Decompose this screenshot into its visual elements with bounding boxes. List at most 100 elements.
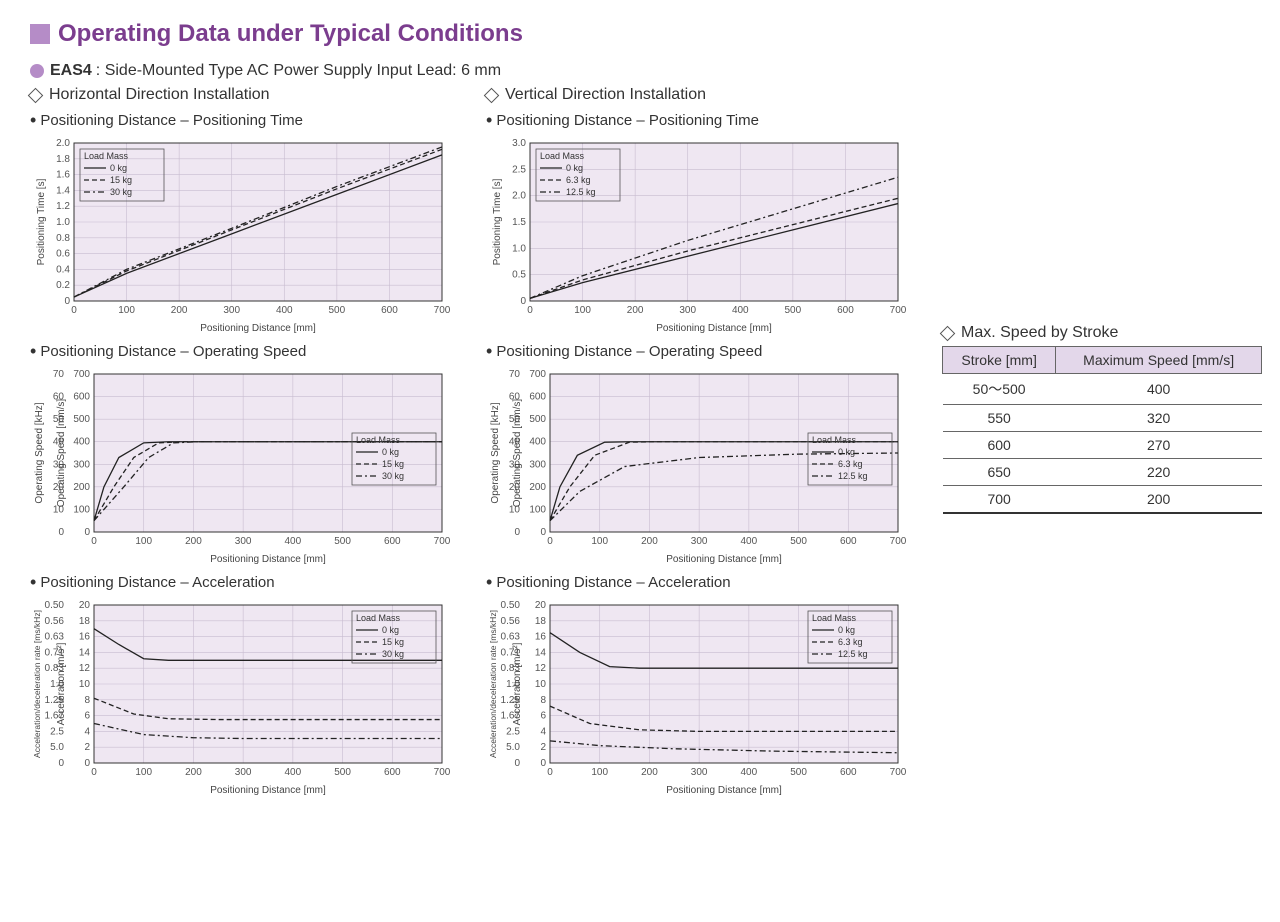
svg-text:Operating Speed [mm/s]: Operating Speed [mm/s] [512,399,523,508]
svg-text:1.2: 1.2 [56,201,70,212]
svg-text:0: 0 [514,758,520,769]
svg-text:700: 700 [890,536,906,547]
chart-title-h-time: Positioning Distance – Positioning Time [30,110,450,131]
svg-text:6: 6 [84,711,90,722]
svg-text:600: 600 [384,536,401,547]
svg-text:Load Mass: Load Mass [812,613,857,623]
svg-text:0: 0 [547,536,553,547]
table-row: 50～500400 [943,374,1262,405]
chart-title-v-time: Positioning Distance – Positioning Time [486,110,906,131]
table-row: 650220 [943,459,1262,486]
svg-text:4: 4 [84,726,90,737]
svg-text:Acceleration/deceleration rate: Acceleration/deceleration rate [ms/kHz] [488,610,498,758]
svg-text:200: 200 [529,482,546,493]
svg-text:30 kg: 30 kg [110,187,132,197]
svg-text:400: 400 [276,305,293,316]
svg-text:Positioning Distance [mm]: Positioning Distance [mm] [666,554,782,565]
svg-text:200: 200 [171,305,188,316]
svg-text:12: 12 [535,663,547,674]
svg-text:700: 700 [434,536,450,547]
svg-text:600: 600 [384,767,401,778]
svg-text:16: 16 [79,632,91,643]
svg-text:Operating Speed [mm/s]: Operating Speed [mm/s] [56,399,67,508]
svg-text:0: 0 [71,305,77,316]
svg-text:0: 0 [84,527,90,538]
svg-text:600: 600 [529,392,546,403]
svg-text:6: 6 [540,711,546,722]
svg-text:Acceleration/deceleration rate: Acceleration/deceleration rate [ms/kHz] [32,610,42,758]
svg-text:Operating Speed [kHz]: Operating Speed [kHz] [490,402,501,503]
svg-text:Positioning Time [s]: Positioning Time [s] [492,178,503,265]
svg-text:0.63: 0.63 [501,632,521,643]
svg-text:500: 500 [790,767,807,778]
svg-text:100: 100 [574,305,591,316]
svg-text:14: 14 [79,647,91,658]
svg-text:200: 200 [641,536,658,547]
svg-text:2.5: 2.5 [512,164,526,175]
product-dot-marker [30,64,44,78]
svg-text:6.3 kg: 6.3 kg [838,637,863,647]
svg-text:0: 0 [527,305,533,316]
svg-text:12: 12 [79,663,91,674]
svg-text:12.5 kg: 12.5 kg [566,187,596,197]
diamond-icon [940,325,956,341]
table-header: Maximum Speed [mm/s] [1056,347,1262,374]
svg-text:Load Mass: Load Mass [540,151,585,161]
svg-text:3.0: 3.0 [512,138,526,149]
table-cell: 320 [1056,405,1262,432]
svg-text:5.0: 5.0 [506,742,520,753]
svg-text:500: 500 [334,767,351,778]
svg-text:0 kg: 0 kg [382,625,399,635]
chart-v-pos-speed: 0100200300400500600700010020030040050060… [486,366,906,566]
diamond-icon [28,87,44,103]
table-cell: 220 [1056,459,1262,486]
svg-text:100: 100 [529,504,546,515]
svg-text:70: 70 [53,369,65,380]
svg-text:15 kg: 15 kg [110,175,132,185]
chart-title-h-accel: Positioning Distance – Acceleration [30,572,450,593]
svg-text:300: 300 [679,305,696,316]
svg-text:2.0: 2.0 [56,138,70,149]
svg-text:14: 14 [535,647,547,658]
svg-text:1.8: 1.8 [56,154,70,165]
svg-text:0.8: 0.8 [56,233,70,244]
svg-text:Load Mass: Load Mass [356,613,401,623]
svg-text:15 kg: 15 kg [382,459,404,469]
svg-text:0 kg: 0 kg [110,163,127,173]
svg-text:400: 400 [285,767,302,778]
svg-text:0.5: 0.5 [512,270,526,281]
svg-text:1.4: 1.4 [56,185,70,196]
svg-text:300: 300 [691,536,708,547]
svg-text:700: 700 [434,305,450,316]
svg-text:700: 700 [73,369,90,380]
table-row: 550320 [943,405,1262,432]
svg-text:Positioning Distance [mm]: Positioning Distance [mm] [210,554,326,565]
svg-text:700: 700 [529,369,546,380]
svg-text:2: 2 [84,742,90,753]
svg-text:2.5: 2.5 [50,726,64,737]
product-line: EAS4 : Side-Mounted Type AC Power Supply… [30,62,1250,80]
svg-text:300: 300 [235,767,252,778]
chart-title-v-speed: Positioning Distance – Operating Speed [486,341,906,362]
svg-text:0: 0 [514,527,520,538]
svg-text:30 kg: 30 kg [382,471,404,481]
svg-text:200: 200 [627,305,644,316]
page-title: Operating Data under Typical Conditions [30,20,1250,48]
svg-text:0: 0 [520,296,526,307]
product-desc: : Side-Mounted Type AC Power Supply Inpu… [96,62,501,80]
svg-text:0: 0 [540,758,546,769]
svg-text:1.5: 1.5 [512,217,526,228]
svg-text:200: 200 [73,482,90,493]
svg-text:8: 8 [540,695,546,706]
svg-text:0.56: 0.56 [501,616,521,627]
svg-text:Positioning Distance [mm]: Positioning Distance [mm] [666,785,782,796]
product-model: EAS4 [50,62,92,80]
title-text: Operating Data under Typical Conditions [58,20,523,48]
svg-text:Load Mass: Load Mass [356,435,401,445]
svg-text:0 kg: 0 kg [566,163,583,173]
svg-text:20: 20 [535,600,547,611]
table-cell: 270 [1056,432,1262,459]
svg-text:600: 600 [840,767,857,778]
svg-text:Acceleration [m/s²]: Acceleration [m/s²] [512,642,523,725]
svg-text:16: 16 [535,632,547,643]
